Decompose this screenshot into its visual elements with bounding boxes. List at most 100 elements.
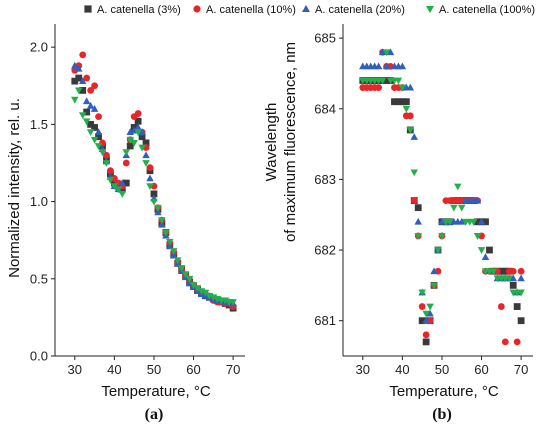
data-point: [501, 338, 509, 346]
data-point: [107, 167, 114, 175]
data-point: [118, 179, 127, 186]
data-point: [86, 129, 95, 137]
data-point: [458, 204, 466, 212]
data-point: [158, 217, 166, 225]
data-point: [91, 124, 98, 131]
data-point: [481, 253, 490, 260]
data-point: [473, 196, 482, 204]
legend-marker: [84, 5, 92, 13]
data-point: [414, 217, 422, 225]
data-point: [382, 62, 391, 70]
x-tick-label: 50: [435, 362, 449, 377]
data-point: [229, 299, 237, 306]
data-point: [406, 127, 415, 134]
data-point: [173, 257, 182, 265]
data-point: [422, 331, 430, 339]
data-point: [118, 190, 127, 198]
data-point: [142, 139, 150, 147]
series: [359, 49, 525, 318]
data-point: [71, 61, 79, 69]
data-point: [406, 83, 415, 91]
data-point: [90, 105, 99, 112]
series: [71, 51, 237, 310]
data-point: [418, 289, 426, 297]
data-point: [398, 84, 407, 92]
y-axis-label: Normalized intensity, rel. u.: [6, 98, 23, 278]
data-point: [378, 77, 387, 85]
data-point: [71, 96, 79, 104]
data-point: [95, 133, 102, 141]
legend-marker: [426, 5, 434, 14]
data-point: [126, 136, 134, 144]
data-point: [430, 267, 438, 275]
panel-a: 30 40 50 60 70 0.0 0.5 1.0 1.5 2.0 Temperature, °C…: [6, 24, 245, 423]
data-point: [438, 233, 446, 240]
data-point: [410, 169, 418, 177]
data-point: [434, 247, 442, 254]
y-tick-label: 684: [314, 101, 336, 116]
data-point: [422, 310, 430, 318]
data-point: [382, 49, 391, 57]
data-point: [83, 74, 91, 82]
data-point: [418, 317, 426, 325]
y-tick-label: 1.0: [30, 194, 48, 209]
data-point: [402, 105, 411, 113]
data-point: [414, 233, 422, 240]
y-tick-label: 682: [314, 243, 336, 258]
data-point: [170, 248, 178, 255]
data-point: [110, 175, 118, 182]
data-point: [497, 267, 505, 275]
data-point: [469, 218, 478, 226]
data-point: [398, 62, 407, 70]
data-point: [150, 190, 158, 198]
panel-b: 30 40 50 60 70 681 682 683 684 685 Temperature, °C…: [263, 24, 533, 423]
panel-label: (a): [145, 406, 164, 423]
data-point: [94, 143, 103, 150]
data-point: [185, 275, 194, 283]
data-point: [386, 48, 395, 56]
data-point: [98, 149, 107, 157]
data-point: [430, 282, 438, 290]
data-point: [422, 316, 430, 324]
data-point: [374, 62, 383, 70]
data-point: [189, 282, 198, 289]
data-point: [181, 271, 190, 279]
data-point: [414, 204, 422, 212]
data-point: [513, 338, 521, 346]
data-point: [106, 177, 115, 184]
data-point: [95, 113, 102, 121]
legend-marker: [193, 5, 201, 13]
data-point: [79, 51, 87, 59]
data-point: [87, 87, 95, 94]
data-point: [158, 220, 166, 228]
data-point: [94, 128, 103, 135]
data-point: [162, 229, 170, 237]
data-point: [90, 136, 99, 144]
data-point: [402, 98, 410, 106]
data-point: [146, 164, 154, 172]
x-tick-label: 50: [147, 362, 161, 377]
y-tick-label: 2.0: [30, 40, 48, 55]
data-point: [517, 317, 525, 325]
x-tick-label: 70: [226, 362, 240, 377]
data-point: [410, 197, 418, 204]
data-point: [201, 289, 210, 297]
y-tick-label: 681: [314, 313, 336, 328]
data-point: [138, 144, 146, 152]
data-point: [138, 133, 146, 141]
y-tick-label: 685: [314, 31, 336, 46]
data-point: [517, 289, 525, 297]
y-axis-label-line-1: Wavelength: [263, 103, 280, 182]
legend-label: A. catenella (10%): [206, 4, 296, 16]
data-point: [501, 267, 509, 275]
data-point: [422, 338, 430, 346]
data-point: [142, 160, 150, 167]
legend-label: A. catenella (100%): [439, 4, 535, 16]
data-point: [497, 303, 505, 310]
data-point: [482, 218, 489, 226]
data-point: [138, 128, 146, 135]
data-point: [489, 268, 498, 276]
data-point: [193, 285, 202, 292]
y-tick-label: 1.5: [30, 117, 48, 132]
data-point: [474, 218, 481, 226]
